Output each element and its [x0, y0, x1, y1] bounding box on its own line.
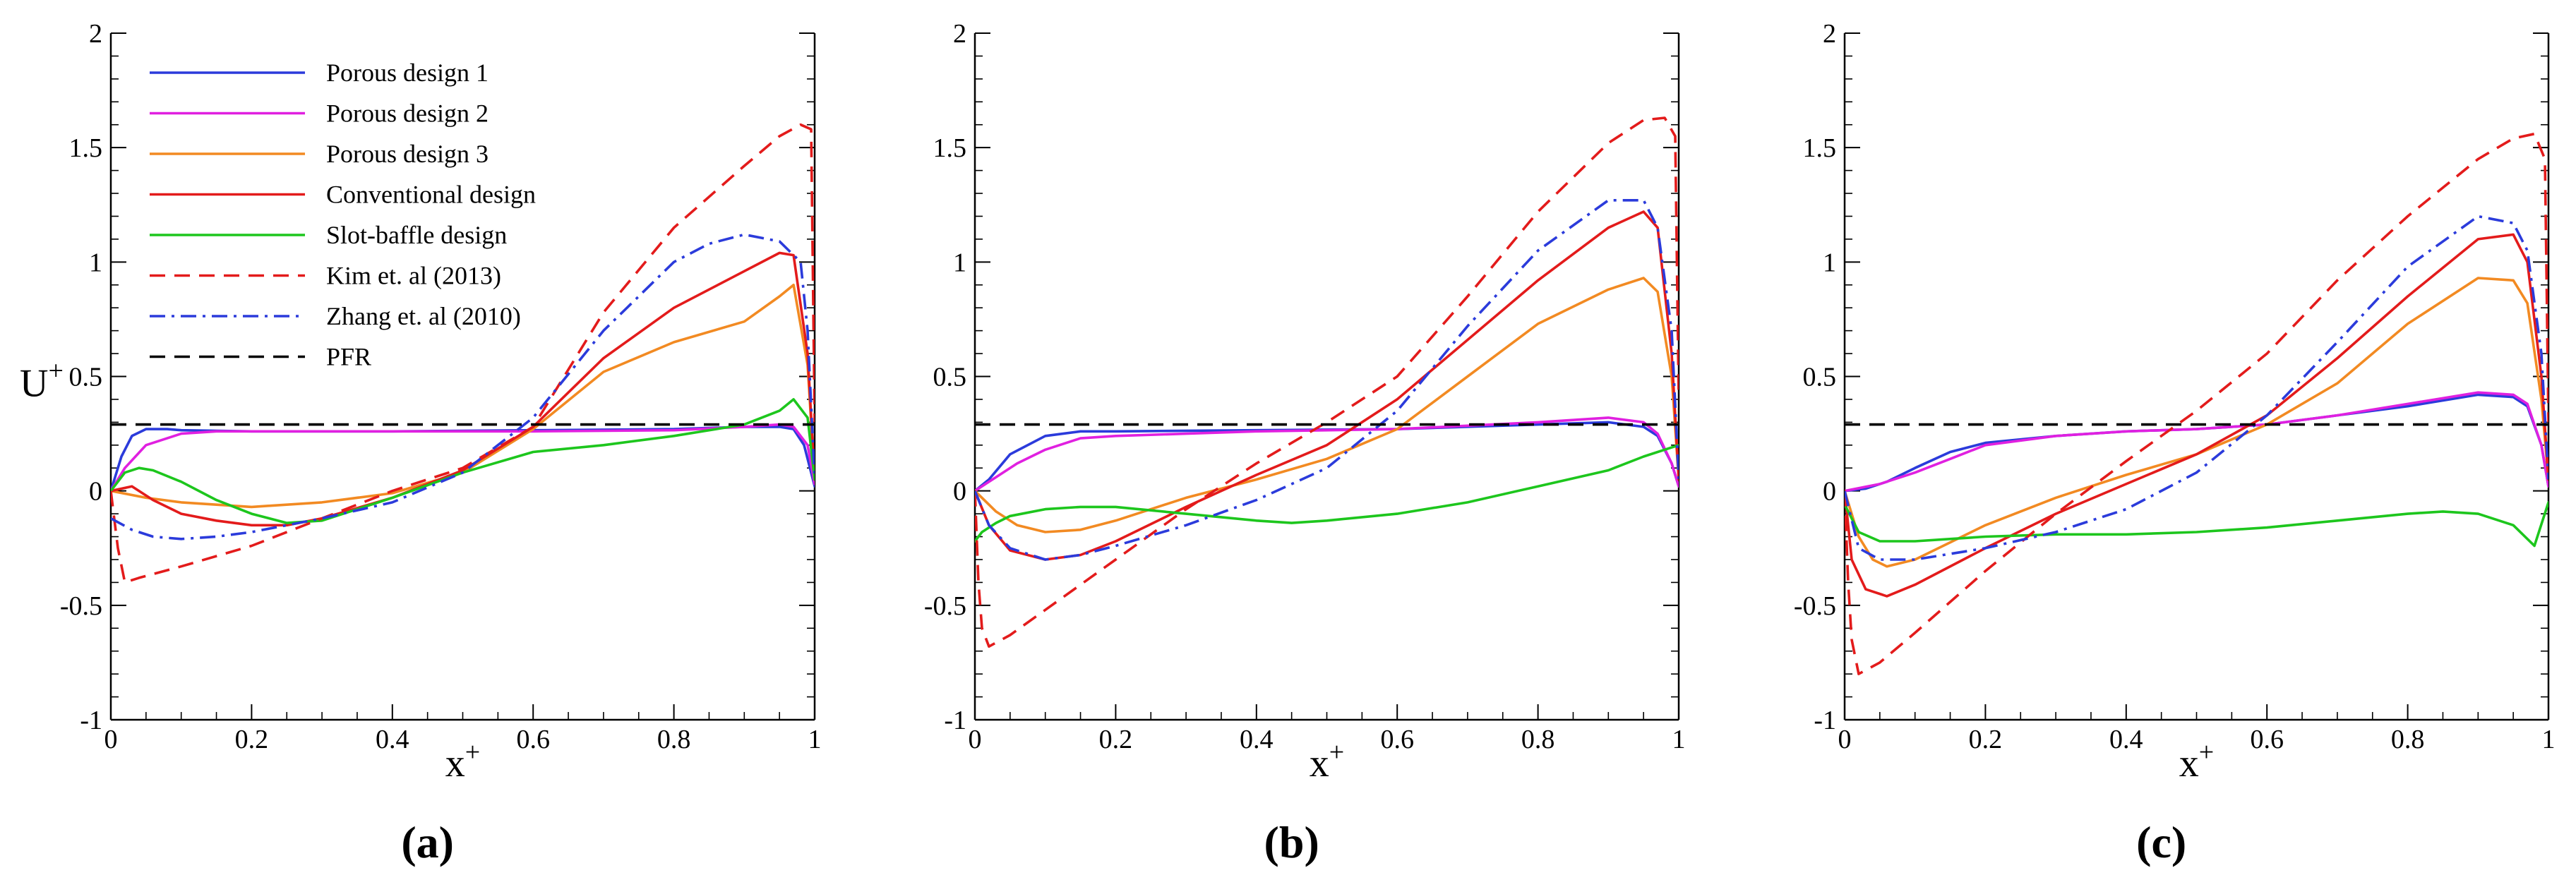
x-axis-label-sup: +: [2199, 737, 2214, 767]
panel-b-series-porous-design-1: [975, 421, 1679, 493]
panel-b-label: (b): [1264, 817, 1319, 867]
panel-a-label: (a): [401, 817, 454, 867]
panel-c-x-tick-label: 0.8: [2391, 725, 2425, 754]
panel-c-y-tick-label: -1: [1814, 706, 1836, 735]
panel-b-series-porous-design-2: [975, 416, 1679, 493]
legend-label-porous-design-1: Porous design 1: [326, 59, 489, 87]
panel-a-x-tick-label: 0.8: [657, 725, 691, 754]
panel-b-series-kim-et-al-2013: [975, 116, 1679, 648]
panel-b-y-tick-label: -0.5: [924, 591, 966, 621]
panel-c-series-conventional-design: [1845, 233, 2548, 598]
panel-b-x-tick-label: 0.8: [1521, 725, 1555, 754]
legend-label-kim-et-al-2013: Kim et. al (2013): [326, 262, 501, 290]
panel-a-y-axis-label: U+: [20, 356, 64, 406]
legend-label-conventional-design: Conventional design: [326, 181, 536, 209]
legend-label-zhang-et-al-2010: Zhang et. al (2010): [326, 302, 521, 330]
panel-c: 0 0.2 0.4 0.6 0.8 1 -1 -0.5 0 0.5 1 1.5 2 x+ (c): [1794, 19, 2556, 867]
panel-b: 0 0.2 0.4 0.6 0.8 1 -1 -0.5 0 0.5 1 1.5 2 x+ (b): [924, 19, 1686, 867]
panel-b-x-axis-label: x+: [1310, 737, 1344, 785]
y-axis-label-sup: +: [48, 356, 63, 386]
panel-a-y-tick-label: 0: [89, 477, 102, 507]
panel-a-x-tick-label: 0: [104, 725, 118, 754]
panel-c-x-tick-label: 1: [2542, 725, 2556, 754]
panel-c-y-tick-label: 1: [1823, 248, 1836, 277]
panel-b-y-tick-label: 1.5: [933, 133, 967, 163]
panel-b-series-slot-baffle-design: [975, 443, 1679, 543]
panel-c-series-porous-design-2: [1845, 391, 2548, 493]
panel-b-y-tick-label: -1: [944, 706, 966, 735]
panel-a-series-zhang-et-al-2010: [111, 233, 815, 541]
panel-a-series-conventional-design: [111, 251, 815, 527]
panel-a-x-tick-label: 0.2: [235, 725, 269, 754]
panel-b-x-tick-label: 0: [969, 725, 982, 754]
x-axis-label-base: x: [445, 742, 465, 785]
panel-b-series-conventional-design: [975, 210, 1679, 561]
panel-a-y-tick-label: 1.5: [69, 133, 103, 163]
panel-a-y-tick-label: -0.5: [60, 591, 102, 621]
panel-a-series-porous-design-3: [111, 283, 815, 509]
panel-a-x-tick-label: 0.4: [376, 725, 409, 754]
panel-b-series-zhang-et-al-2010: [975, 198, 1679, 561]
legend-label-porous-design-2: Porous design 2: [326, 99, 489, 128]
panel-b-y-tick-label: 0: [953, 477, 966, 507]
x-axis-label-base: x: [2179, 742, 2199, 785]
panel-b-x-tick-label: 1: [1672, 725, 1686, 754]
legend: Porous design 1 Porous design 2 Porous des…: [150, 59, 536, 371]
panel-b-series-group: [975, 116, 1679, 648]
panel-b-y-tick-label: 2: [953, 19, 966, 49]
panel-a-y-tick-label: -1: [80, 706, 102, 735]
panel-a-x-tick-label: 1: [808, 725, 822, 754]
panel-a-y-tick-label: 1: [89, 248, 102, 277]
panel-c-y-tick-label: 2: [1823, 19, 1836, 49]
panel-a-series-porous-design-1: [111, 426, 815, 493]
panel-b-y-tick-label: 1: [953, 248, 966, 277]
panel-a-series-kim-et-al-2013: [111, 123, 815, 584]
panel-c-y-tick-label: 0: [1823, 477, 1836, 507]
panel-c-y-tick-label: -0.5: [1794, 591, 1836, 621]
panel-b-x-tick-label: 0.6: [1380, 725, 1414, 754]
panel-c-x-tick-label: 0.4: [2109, 725, 2143, 754]
x-axis-label-sup: +: [465, 737, 480, 767]
panel-a-series-porous-design-2: [111, 423, 815, 493]
panel-c-y-tick-label: 1.5: [1803, 133, 1837, 163]
panel-c-label: (c): [2136, 817, 2186, 867]
panel-c-series-group: [1845, 132, 2548, 675]
legend-label-pfr: PFR: [326, 343, 371, 371]
panel-c-series-porous-design-3: [1845, 277, 2548, 568]
panel-a-x-tick-label: 0.6: [516, 725, 550, 754]
panel-b-y-tick-label: 0.5: [933, 363, 967, 392]
panel-a-series-slot-baffle-design: [111, 398, 815, 524]
panel-c-x-tick-label: 0.2: [1969, 725, 2003, 754]
panel-c-series-porous-design-1: [1845, 393, 2548, 493]
panel-c-x-tick-label: 0.6: [2250, 725, 2284, 754]
panel-c-x-axis-label: x+: [2179, 737, 2214, 785]
x-axis-label-base: x: [1310, 742, 1329, 785]
panel-c-y-tick-label: 0.5: [1803, 363, 1837, 392]
panel-c-series-kim-et-al-2013: [1845, 132, 2548, 675]
panel-b-series-porous-design-3: [975, 277, 1679, 533]
panel-a-series-group: [111, 123, 815, 584]
panel-a-y-tick-label: 2: [89, 19, 102, 49]
legend-label-slot-baffle-design: Slot-baffle design: [326, 221, 507, 249]
panel-c-x-tick-label: 0: [1838, 725, 1852, 754]
panel-c-series-zhang-et-al-2010: [1845, 215, 2548, 561]
panel-b-x-tick-label: 0.2: [1099, 725, 1133, 754]
legend-label-porous-design-3: Porous design 3: [326, 140, 489, 168]
y-axis-label-base: U: [20, 362, 48, 406]
panel-a-y-tick-label: 0.5: [69, 363, 103, 392]
x-axis-label-sup: +: [1329, 737, 1344, 767]
panel-a: 0 0.2 0.4 0.6 0.8 1-1-0.500.511.52x+U+(a)Poro…: [20, 19, 822, 867]
panel-b-x-tick-label: 0.4: [1240, 725, 1274, 754]
panel-a-x-axis-label: x+: [445, 737, 480, 785]
panel-c-series-slot-baffle-design: [1845, 501, 2548, 548]
